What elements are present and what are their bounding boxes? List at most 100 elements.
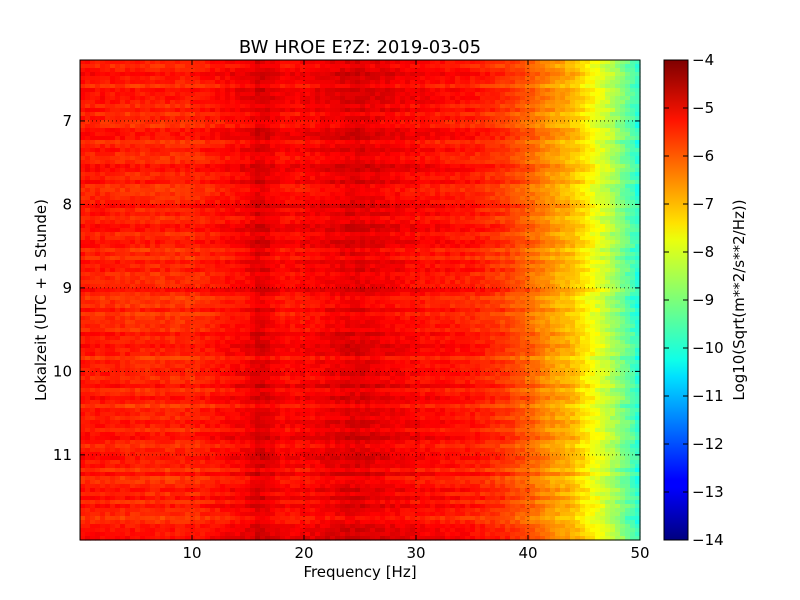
heatmap-cell	[525, 108, 531, 113]
heatmap-cell	[180, 84, 186, 89]
heatmap-cell	[225, 220, 231, 225]
heatmap-cell	[565, 200, 571, 205]
heatmap-cell	[115, 184, 121, 189]
heatmap-cell	[165, 204, 171, 209]
heatmap-cell	[455, 148, 461, 153]
heatmap-cell	[630, 196, 636, 201]
heatmap-cell	[410, 84, 416, 89]
heatmap-cell	[260, 232, 266, 237]
heatmap-cell	[495, 184, 501, 189]
heatmap-cell	[295, 168, 301, 173]
heatmap-cell	[155, 216, 161, 221]
heatmap-cell	[530, 208, 536, 213]
heatmap-cell	[500, 132, 506, 137]
heatmap-cell	[110, 196, 116, 201]
heatmap-cell	[380, 64, 386, 69]
heatmap-cell	[575, 80, 581, 85]
heatmap-cell	[220, 220, 226, 225]
heatmap-cell	[385, 188, 391, 193]
heatmap-cell	[425, 76, 431, 81]
heatmap-cell	[245, 148, 251, 153]
heatmap-cell	[190, 204, 196, 209]
heatmap-cell	[445, 120, 451, 125]
heatmap-cell	[285, 108, 291, 113]
heatmap-cell	[225, 100, 231, 105]
heatmap-cell	[130, 128, 136, 133]
heatmap-cell	[110, 172, 116, 177]
heatmap-cell	[200, 96, 206, 101]
heatmap-cell	[150, 152, 156, 157]
heatmap-cell	[260, 128, 266, 133]
heatmap-cell	[185, 68, 191, 73]
heatmap-cell	[630, 68, 636, 73]
heatmap-cell	[190, 140, 196, 145]
heatmap-cell	[575, 76, 581, 81]
heatmap-cell	[350, 120, 356, 125]
heatmap-cell	[115, 176, 121, 181]
heatmap-cell	[515, 124, 521, 129]
heatmap-cell	[360, 176, 366, 181]
heatmap-cell	[390, 228, 396, 233]
heatmap-cell	[320, 220, 326, 225]
heatmap-cell	[195, 152, 201, 157]
heatmap-cell	[465, 136, 471, 141]
heatmap-cell	[555, 120, 561, 125]
heatmap-cell	[360, 88, 366, 93]
heatmap-cell	[550, 68, 556, 73]
heatmap-cell	[215, 124, 221, 129]
heatmap-cell	[625, 88, 631, 93]
heatmap-cell	[625, 188, 631, 193]
heatmap-cell	[605, 100, 611, 105]
heatmap-cell	[320, 236, 326, 241]
heatmap-cell	[545, 64, 551, 69]
heatmap-cell	[300, 184, 306, 189]
heatmap-cell	[415, 200, 421, 205]
heatmap-cell	[525, 132, 531, 137]
heatmap-cell	[80, 156, 86, 161]
heatmap-cell	[410, 128, 416, 133]
heatmap-cell	[260, 216, 266, 221]
heatmap-cell	[115, 208, 121, 213]
heatmap-cell	[215, 108, 221, 113]
heatmap-cell	[80, 228, 86, 233]
heatmap-cell	[545, 116, 551, 121]
heatmap-cell	[375, 156, 381, 161]
heatmap-cell	[555, 92, 561, 97]
heatmap-cell	[200, 192, 206, 197]
heatmap-cell	[300, 144, 306, 149]
heatmap-cell	[120, 60, 126, 65]
heatmap-cell	[375, 172, 381, 177]
heatmap-cell	[545, 140, 551, 145]
heatmap-cell	[315, 88, 321, 93]
heatmap-cell	[600, 112, 606, 117]
heatmap-cell	[285, 188, 291, 193]
heatmap-cell	[290, 76, 296, 81]
heatmap-cell	[565, 60, 571, 65]
heatmap-cell	[635, 160, 641, 165]
heatmap-cell	[365, 184, 371, 189]
heatmap-cell	[395, 72, 401, 77]
heatmap-cell	[340, 100, 346, 105]
heatmap-cell	[545, 104, 551, 109]
heatmap-cell	[280, 160, 286, 165]
heatmap-cell	[555, 88, 561, 93]
heatmap-cell	[420, 172, 426, 177]
heatmap-cell	[260, 208, 266, 213]
heatmap-cell	[425, 208, 431, 213]
heatmap-cell	[480, 156, 486, 161]
heatmap-cell	[410, 212, 416, 217]
heatmap-cell	[545, 76, 551, 81]
heatmap-cell	[445, 116, 451, 121]
heatmap-cell	[615, 224, 621, 229]
heatmap-cell	[85, 136, 91, 141]
heatmap-cell	[440, 84, 446, 89]
heatmap-cell	[85, 120, 91, 125]
heatmap-cell	[175, 124, 181, 129]
heatmap-cell	[85, 80, 91, 85]
heatmap-cell	[590, 184, 596, 189]
heatmap-cell	[310, 232, 316, 237]
heatmap-cell	[320, 140, 326, 145]
heatmap-cell	[320, 80, 326, 85]
heatmap-cell	[155, 220, 161, 225]
heatmap-cell	[145, 180, 151, 185]
